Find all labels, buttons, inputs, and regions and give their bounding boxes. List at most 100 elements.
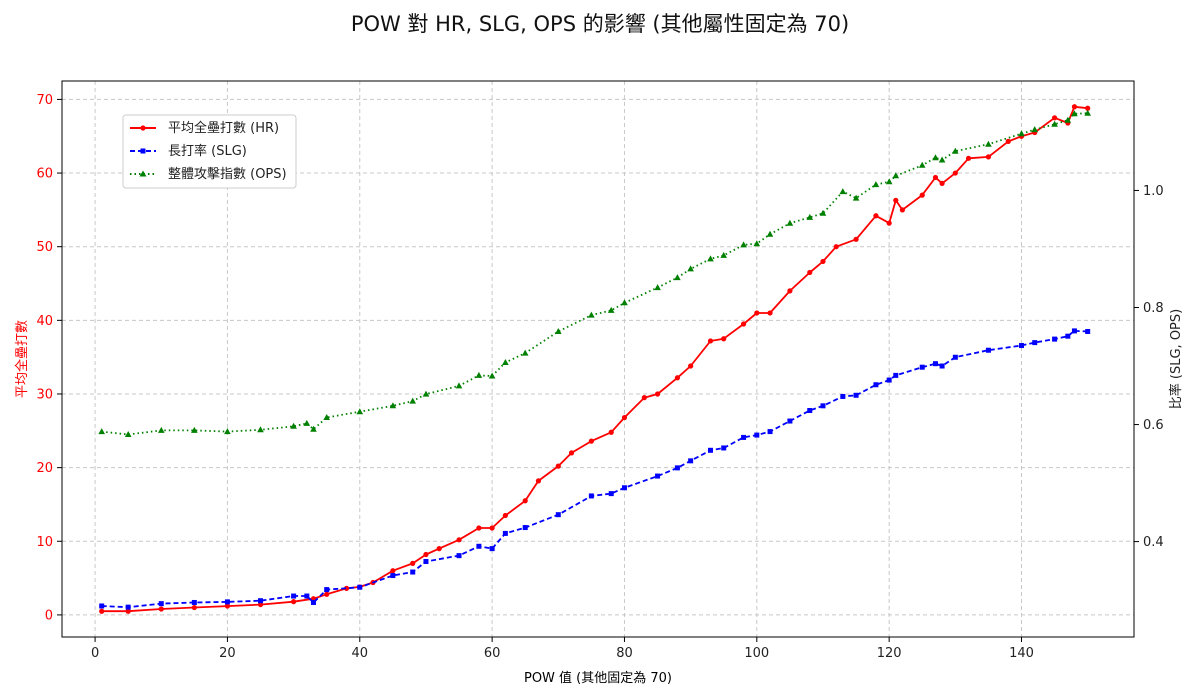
series-slg-point: [390, 573, 396, 579]
series-hr-point: [873, 213, 879, 219]
series-hr-point: [654, 391, 661, 397]
series-ops-point: [766, 230, 774, 237]
series-slg-point: [502, 530, 508, 536]
series-ops-point: [707, 255, 714, 262]
series-hr-point: [641, 395, 647, 401]
series-slg-point: [125, 604, 131, 610]
series-slg-point: [952, 354, 958, 360]
series-hr-point: [820, 258, 826, 265]
y-axis-right: 0.4 0.6 0.8 1.0: [1134, 184, 1164, 550]
series-slg-point: [555, 512, 561, 518]
legend-hr-label: 平均全壘打數 (HR): [168, 120, 279, 136]
series-slg-point: [807, 408, 813, 414]
legend-ops-label: 整體攻擊指數 (OPS): [168, 166, 287, 182]
plot-area: [61, 80, 1135, 638]
series-hr-point: [158, 606, 164, 612]
series-hr-point: [952, 170, 958, 176]
series-hr-point: [740, 321, 747, 327]
series-ops-point: [932, 154, 939, 161]
series-slg-point: [1052, 336, 1058, 342]
y-left-tick-label: 50: [36, 240, 53, 255]
series-slg-point: [1032, 340, 1038, 346]
series-hr-point: [535, 478, 542, 484]
series-slg-point: [588, 493, 594, 499]
y-axis-right-title: 比率 (SLG, OPS): [1168, 309, 1184, 409]
series-ops-point: [687, 265, 694, 272]
series-ops-point: [607, 306, 615, 313]
series-ops-point: [422, 390, 430, 397]
series-ops-point: [786, 219, 794, 226]
chart-title: POW 對 HR, SLG, OPS 的影響 (其他屬性固定為 70): [351, 12, 849, 36]
series-hr-point: [886, 220, 892, 226]
x-tick-label: 40: [352, 646, 369, 661]
series-slg-point: [99, 603, 105, 609]
series-hr-point: [1005, 138, 1011, 144]
series-slg-point: [1019, 343, 1025, 349]
series-hr-point: [588, 438, 594, 444]
series-ops-point: [310, 425, 317, 432]
series-hr-point: [807, 269, 813, 276]
series-slg-point: [357, 584, 363, 590]
series-ops-point: [1064, 116, 1072, 123]
series-slg-point: [1071, 328, 1077, 334]
series-hr-point: [343, 585, 350, 591]
series-hr-point: [555, 463, 561, 469]
series-hr-point: [476, 525, 482, 531]
series-hr-point: [932, 174, 939, 181]
series-hr-point: [1085, 105, 1091, 111]
series-slg-point: [1085, 328, 1091, 334]
gridlines: [62, 81, 1134, 637]
series-hr-point: [456, 537, 462, 543]
series-slg-point: [224, 599, 230, 605]
series-slg-point: [674, 465, 680, 471]
y-left-tick-label: 20: [36, 461, 53, 476]
series-ops-point: [124, 431, 132, 437]
x-tick-label: 60: [484, 646, 501, 661]
series-slg-point: [741, 434, 747, 440]
legend-hr-marker: [140, 125, 146, 131]
y-right-tick-label: 0.8: [1143, 301, 1164, 316]
x-axis-title: POW 值 (其他固定為 70): [524, 670, 672, 686]
series-ops-point: [389, 402, 397, 409]
series-hr-point: [423, 551, 429, 558]
series-slg-point: [423, 559, 429, 565]
series-slg-point: [522, 525, 528, 531]
legend-slg-label: 長打率 (SLG): [168, 143, 247, 159]
series-ops-point: [892, 172, 900, 179]
series-hr-point: [833, 244, 839, 250]
y-left-tick-label: 30: [36, 387, 53, 402]
series-ops-point: [918, 161, 926, 168]
series-hr-point: [608, 429, 614, 435]
series-slg-point: [873, 382, 879, 388]
series-ops-point: [588, 311, 595, 318]
series-ops-point: [303, 419, 311, 426]
series-hr-point: [410, 560, 416, 566]
series-slg-point: [688, 458, 694, 464]
series-layer: [98, 104, 1091, 614]
series-ops-point: [409, 397, 416, 404]
y-left-tick-label: 60: [36, 167, 53, 182]
series-hr-point: [1051, 115, 1058, 121]
y-right-tick-label: 0.6: [1143, 418, 1164, 433]
series-ops-point: [356, 408, 364, 415]
y-axis-left-title: 平均全壘打數: [14, 320, 30, 398]
series-ops-point: [819, 209, 827, 216]
series-ops-point: [475, 371, 483, 378]
series-slg-point: [191, 599, 197, 605]
y-left-tick-label: 10: [36, 535, 53, 550]
series-slg-point: [721, 445, 727, 451]
series-hr-point: [257, 601, 264, 608]
series-ops-point: [1018, 130, 1025, 137]
series-slg-point: [608, 491, 614, 497]
series-hr-point: [489, 525, 495, 531]
series-ops-point: [323, 414, 330, 420]
x-tick-label: 20: [219, 646, 236, 661]
x-tick-label: 80: [616, 646, 633, 661]
series-ops-point: [1071, 110, 1078, 117]
series-hr-point: [919, 192, 925, 198]
series-slg-point: [304, 593, 310, 599]
series-ops-point: [872, 181, 880, 188]
series-slg-point: [820, 403, 826, 409]
series-ops-point: [952, 147, 959, 154]
